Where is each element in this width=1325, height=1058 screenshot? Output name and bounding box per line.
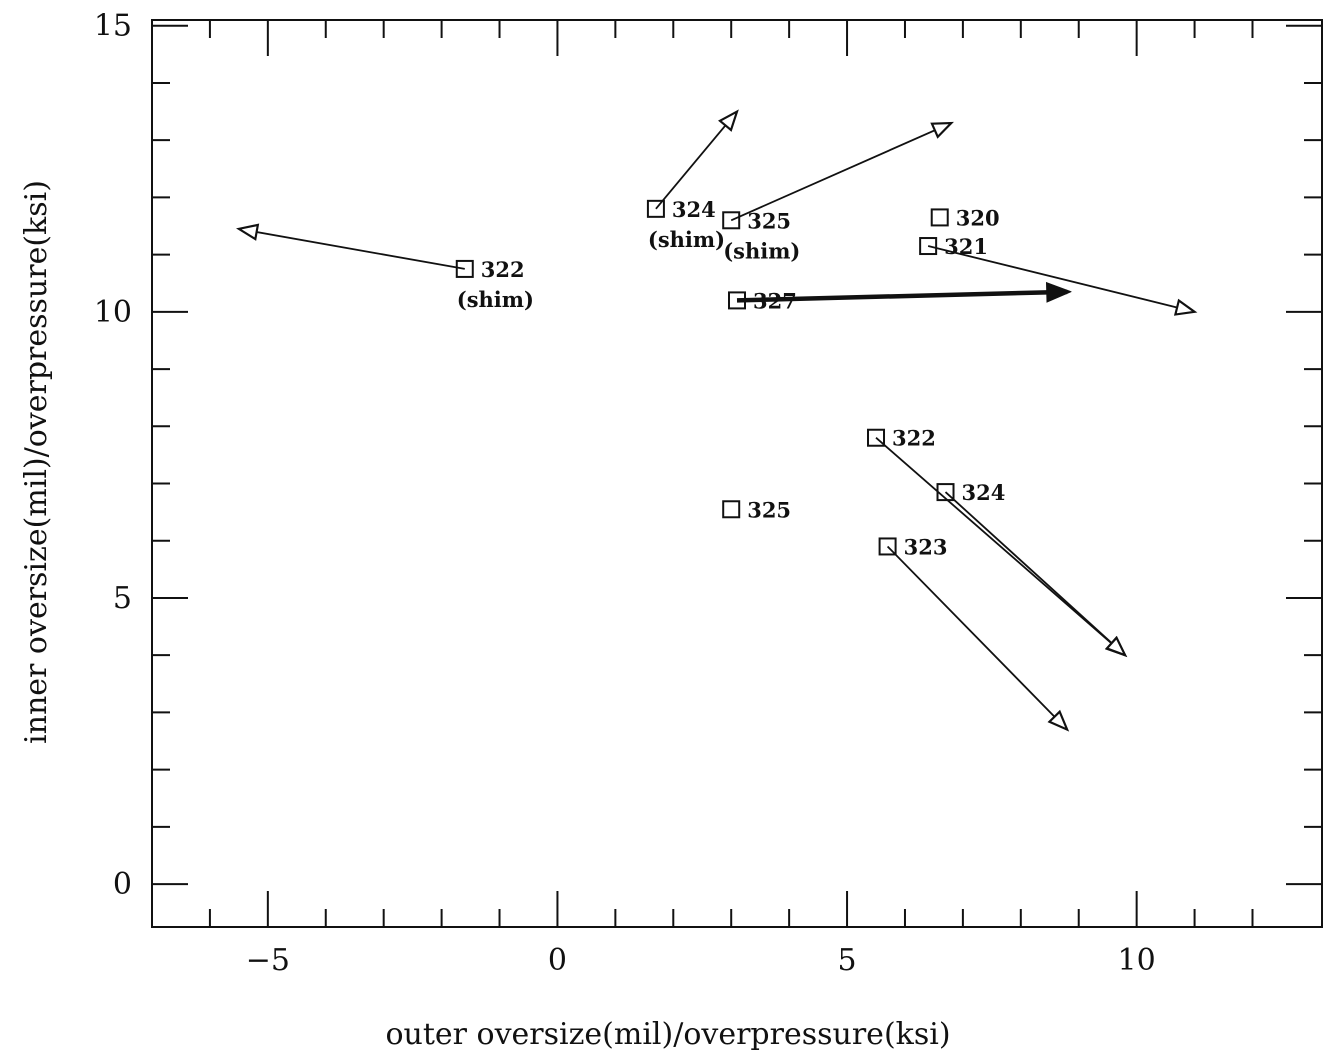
y-tick-label: 15 (94, 9, 132, 44)
vector-arrow-322 (236, 223, 465, 270)
data-point-321 (919, 237, 938, 256)
y-tick-label: 5 (113, 581, 132, 616)
x-tick-label: 10 (1118, 943, 1156, 978)
point-label-324: 324 (672, 197, 716, 222)
data-point-322 (867, 428, 886, 447)
y-tick-label: 10 (94, 295, 132, 330)
points-layer (455, 199, 955, 556)
point-sublabel-322: (shim) (457, 287, 534, 312)
vector-arrow-327 (736, 292, 1067, 301)
point-label-320: 320 (956, 205, 1000, 230)
x-tick-label: −5 (246, 943, 290, 978)
point-label-321: 321 (944, 234, 988, 259)
data-point-324 (936, 483, 955, 502)
point-label-327: 327 (753, 288, 797, 313)
data-point-325 (722, 211, 741, 230)
y-tick-label: 0 (113, 867, 132, 902)
data-point-325 (722, 500, 741, 519)
vector-arrow-321 (927, 245, 1198, 316)
point-label-325: 325 (747, 208, 791, 233)
vector-arrow-324 (655, 109, 739, 210)
data-point-323 (878, 537, 897, 556)
point-label-322: 322 (892, 426, 936, 451)
x-axis-label: outer oversize(mil)/overpressure(ksi) (385, 1017, 950, 1052)
x-tick-label: 0 (548, 943, 567, 978)
x-tick-label: 5 (838, 943, 857, 978)
point-label-323: 323 (904, 534, 948, 559)
vector-arrow-323 (886, 545, 1070, 732)
data-point-327 (728, 291, 746, 310)
arrows-layer (236, 109, 1198, 732)
data-point-320 (930, 208, 949, 227)
vector-arrow-322 (875, 437, 1128, 658)
point-sublabel-324: (shim) (648, 227, 725, 252)
point-label-324: 324 (962, 480, 1006, 505)
data-point-322 (455, 259, 474, 278)
data-point-324 (646, 199, 665, 218)
y-axis-label: inner oversize(mil)/overpressure(ksi) (19, 180, 54, 744)
ticks-layer: −5 0 5 10 0 5 10 15 (94, 9, 1322, 978)
labels-layer: 322 (shim) 324 (shim) 325 (shim) 320 321 327 322 3… (457, 197, 1006, 560)
point-sublabel-325: (shim) (723, 238, 800, 263)
vector-arrow-324 (944, 491, 1128, 658)
point-label-322: 322 (481, 257, 525, 282)
vector-arrow-325 (730, 121, 954, 222)
point-label-325: 325 (747, 497, 791, 522)
plot-frame (151, 19, 1323, 928)
